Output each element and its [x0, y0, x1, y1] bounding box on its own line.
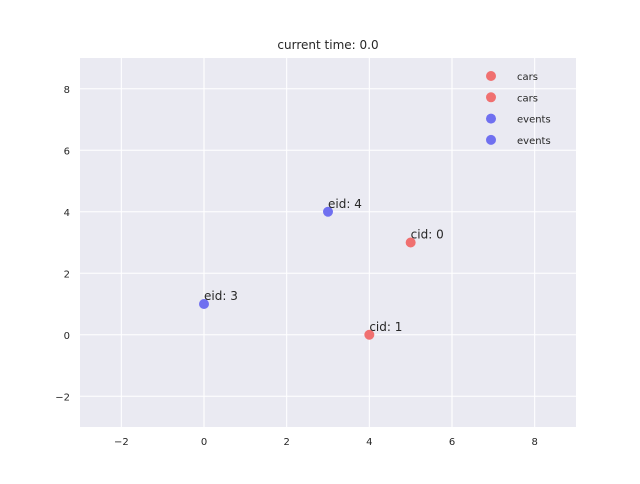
tick-labels: −2 0 2 4 6 8 −2 0 2 4 6 8: [55, 85, 538, 448]
x-tick-label: 2: [283, 437, 289, 448]
legend-label: events: [517, 136, 551, 147]
y-tick-label: 0: [64, 331, 70, 342]
events-point: [199, 299, 209, 309]
y-tick-label: 2: [64, 269, 70, 280]
legend-label: events: [517, 115, 551, 126]
point-label: cid: 1: [369, 320, 402, 334]
legend-marker: [486, 71, 496, 81]
point-label: eid: 3: [204, 289, 238, 303]
point-label: eid: 4: [328, 197, 362, 211]
x-tick-label: 6: [449, 437, 455, 448]
cars-point: [405, 237, 416, 248]
plot-area: [80, 58, 576, 427]
cars-point: [364, 329, 375, 340]
x-tick-label: −2: [114, 437, 129, 448]
legend-label: cars: [517, 93, 538, 104]
y-tick-label: 6: [64, 146, 70, 157]
y-tick-label: 4: [64, 208, 70, 219]
point-label: cid: 0: [411, 228, 444, 242]
legend-label: cars: [517, 72, 538, 83]
y-tick-label: 8: [64, 85, 70, 96]
x-tick-label: 8: [531, 437, 537, 448]
legend-marker: [486, 92, 496, 103]
chart-title: current time: 0.0: [277, 38, 378, 52]
legend: cars cars events events: [486, 71, 551, 147]
y-tick-label: −2: [55, 392, 70, 403]
legend-marker: [486, 134, 496, 145]
data-points: cid: 0 cid: 1 eid: 4 eid: 3: [199, 197, 444, 340]
x-tick-label: 0: [201, 437, 207, 448]
events-point: [323, 206, 333, 217]
grid: [80, 58, 576, 427]
x-tick-label: 4: [366, 437, 372, 448]
legend-marker: [486, 113, 496, 124]
